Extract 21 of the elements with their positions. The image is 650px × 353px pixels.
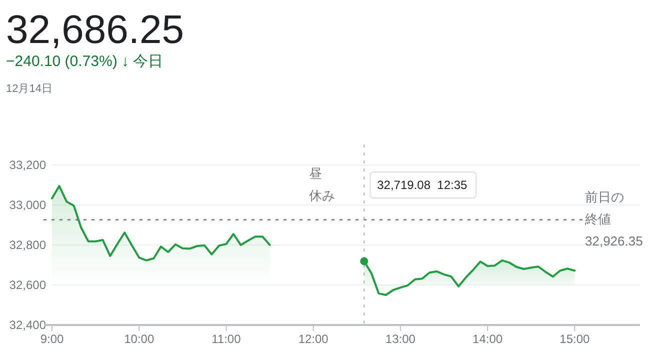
annotation: 休み — [308, 188, 335, 203]
annotation: 昼 — [308, 166, 322, 181]
title: 32,686.25 — [6, 8, 184, 52]
xtick: 15:00 — [560, 332, 590, 346]
ytick: 32,600 — [9, 278, 46, 292]
ytick: 33,200 — [9, 158, 46, 172]
ref-label: 32,926.35 — [585, 234, 643, 249]
ytick: 32,800 — [9, 238, 46, 252]
xtick: 12:00 — [298, 332, 328, 346]
ref-label: 前日の — [585, 190, 624, 205]
ytick: 33,000 — [9, 198, 46, 212]
ref-label: 終値 — [585, 212, 611, 227]
subtitle: −240.10 (0.73%) ↓ 今日 — [6, 53, 164, 70]
ytick: 32,400 — [9, 318, 46, 332]
annotation: 32,719.08 12:35 — [377, 178, 468, 192]
xtick: 9:00 — [40, 332, 64, 346]
xtick: 14:00 — [472, 332, 503, 346]
xtick: 13:00 — [385, 332, 416, 346]
annotation: 12月14日 — [6, 83, 52, 95]
xtick: 10:00 — [124, 332, 154, 346]
xtick: 11:00 — [212, 332, 241, 346]
